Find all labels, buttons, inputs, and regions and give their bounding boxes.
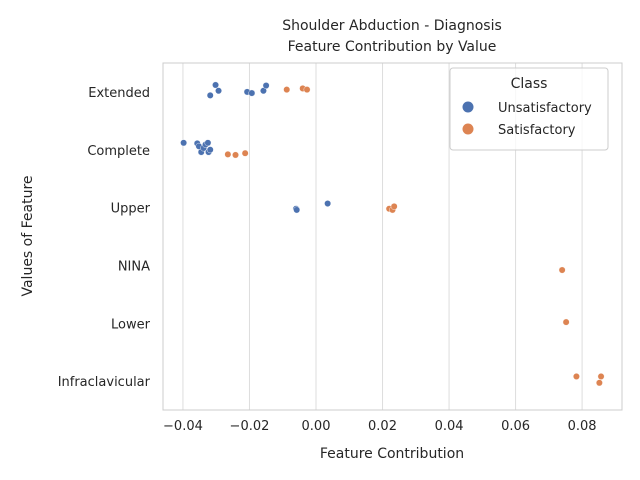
point-unsatisfactory bbox=[206, 146, 214, 154]
point-satisfactory bbox=[303, 86, 311, 94]
point-satisfactory bbox=[573, 373, 580, 380]
x-tick-label: −0.02 bbox=[230, 419, 270, 434]
point-unsatisfactory bbox=[248, 89, 256, 97]
x-tick-label: 0.06 bbox=[501, 419, 530, 434]
x-tick-label: 0.02 bbox=[368, 419, 397, 434]
x-tick-labels: −0.04 −0.02 0.00 0.02 0.04 0.06 0.08 bbox=[163, 419, 597, 434]
y-tick-label: Upper bbox=[111, 202, 151, 217]
legend-title: Class bbox=[511, 76, 548, 92]
legend-box bbox=[449, 67, 609, 151]
y-tick-label: NINA bbox=[118, 259, 150, 274]
point-unsatisfactory bbox=[324, 200, 332, 207]
y-axis-label: Values of Feature bbox=[20, 175, 36, 296]
plot-frame bbox=[162, 62, 623, 411]
x-tick-label: −0.04 bbox=[163, 419, 203, 434]
point-satisfactory bbox=[283, 86, 291, 94]
y-tick-label: Complete bbox=[87, 144, 150, 159]
point-satisfactory bbox=[597, 373, 605, 380]
point-satisfactory bbox=[390, 203, 398, 210]
y-tick-label: Extended bbox=[88, 86, 150, 101]
chart-subtitle: Feature Contribution by Value bbox=[288, 39, 497, 55]
point-unsatisfactory bbox=[206, 91, 214, 99]
chart-title: Shoulder Abduction - Diagnosis bbox=[282, 18, 502, 34]
x-axis-label: Feature Contribution bbox=[320, 446, 464, 462]
point-satisfactory bbox=[232, 151, 239, 159]
point-unsatisfactory bbox=[212, 81, 219, 89]
x-tick-label: 0.08 bbox=[568, 419, 597, 434]
point-unsatisfactory bbox=[262, 82, 270, 89]
point-satisfactory bbox=[224, 150, 232, 158]
legend: Class Unsatisfactory Satisfactory bbox=[449, 67, 609, 151]
legend-label-satisfactory: Satisfactory bbox=[498, 123, 576, 138]
point-unsatisfactory bbox=[293, 206, 301, 214]
y-tick-label: Lower bbox=[111, 317, 151, 332]
point-unsatisfactory bbox=[180, 139, 188, 147]
legend-marker-unsatisfactory bbox=[462, 101, 474, 113]
point-satisfactory bbox=[241, 149, 249, 157]
point-satisfactory bbox=[595, 379, 603, 387]
point-satisfactory bbox=[558, 266, 566, 274]
y-tick-label: Infraclavicular bbox=[58, 375, 151, 390]
x-tick-label: 0.00 bbox=[302, 419, 331, 434]
point-satisfactory bbox=[562, 318, 570, 326]
legend-label-unsatisfactory: Unsatisfactory bbox=[498, 101, 592, 116]
y-tick-labels: Extended Complete Upper NINA Lower Infraclavi… bbox=[58, 86, 151, 390]
data-points bbox=[180, 81, 605, 387]
legend-marker-satisfactory bbox=[462, 123, 474, 135]
point-unsatisfactory bbox=[204, 139, 212, 147]
point-unsatisfactory bbox=[215, 87, 222, 95]
x-tick-label: 0.04 bbox=[435, 419, 464, 434]
